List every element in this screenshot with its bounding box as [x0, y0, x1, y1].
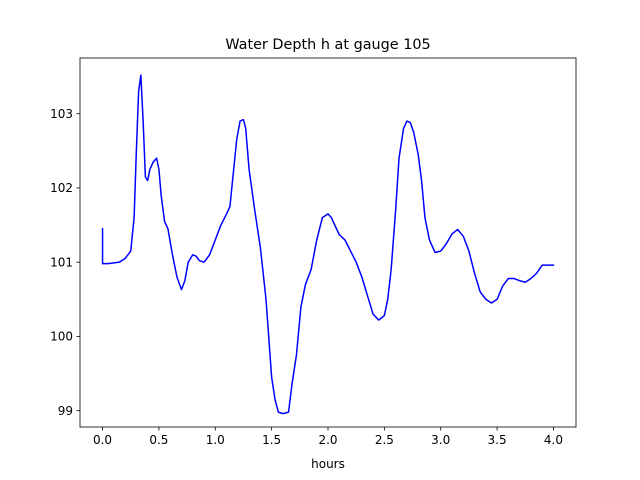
y-tick-label: 99 [58, 404, 73, 418]
x-tick-label: 2.0 [318, 433, 337, 447]
x-tick-label: 0.5 [149, 433, 168, 447]
y-tick-label: 103 [50, 107, 73, 121]
chart-title: Water Depth h at gauge 105 [225, 37, 430, 53]
x-tick-label: 1.5 [262, 433, 281, 447]
y-tick-label: 102 [50, 181, 73, 195]
x-tick-label: 4.0 [544, 433, 563, 447]
x-tick-label: 2.5 [375, 433, 394, 447]
series-line-0 [101, 74, 555, 415]
y-tick-label: 101 [50, 255, 73, 269]
x-tick-label: 3.5 [488, 433, 507, 447]
y-tick-label: 100 [50, 330, 73, 344]
plot-area: 0.0 0.5 1.0 1.5 2.0 2.5 3.0 3.5 4.0 99 100 101 102 10… [50, 57, 577, 447]
x-axis-label: hours [311, 457, 345, 471]
x-tick-label: 1.0 [206, 433, 225, 447]
x-tick-label: 3.0 [431, 433, 450, 447]
x-tick-label: 0.0 [93, 433, 112, 447]
